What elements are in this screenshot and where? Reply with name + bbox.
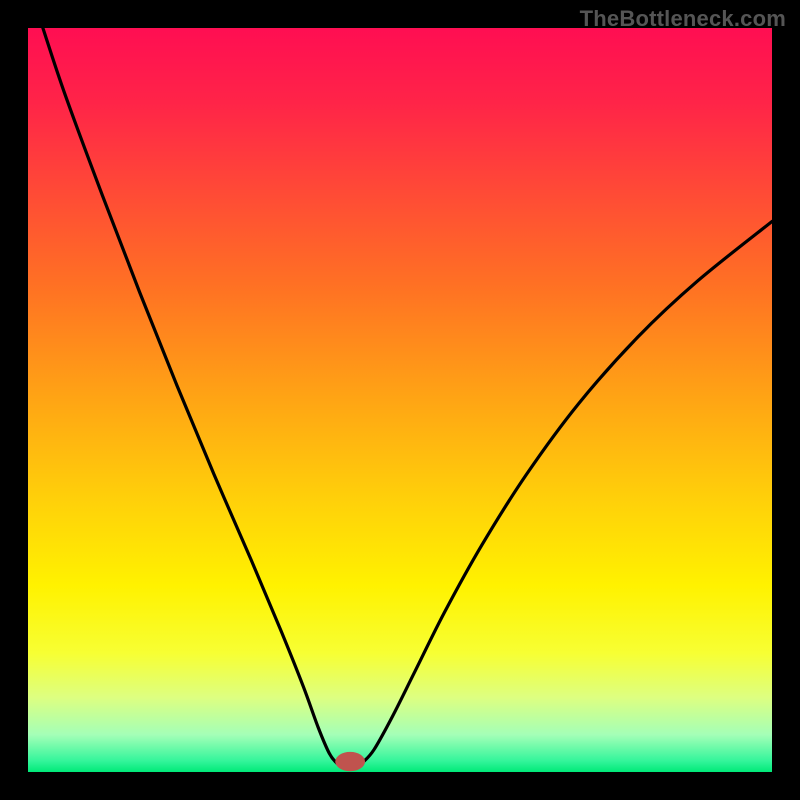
bottleneck-chart xyxy=(28,28,772,772)
optimal-point-marker xyxy=(335,752,365,771)
chart-background xyxy=(28,28,772,772)
chart-svg xyxy=(28,28,772,772)
image-frame: TheBottleneck.com xyxy=(0,0,800,800)
